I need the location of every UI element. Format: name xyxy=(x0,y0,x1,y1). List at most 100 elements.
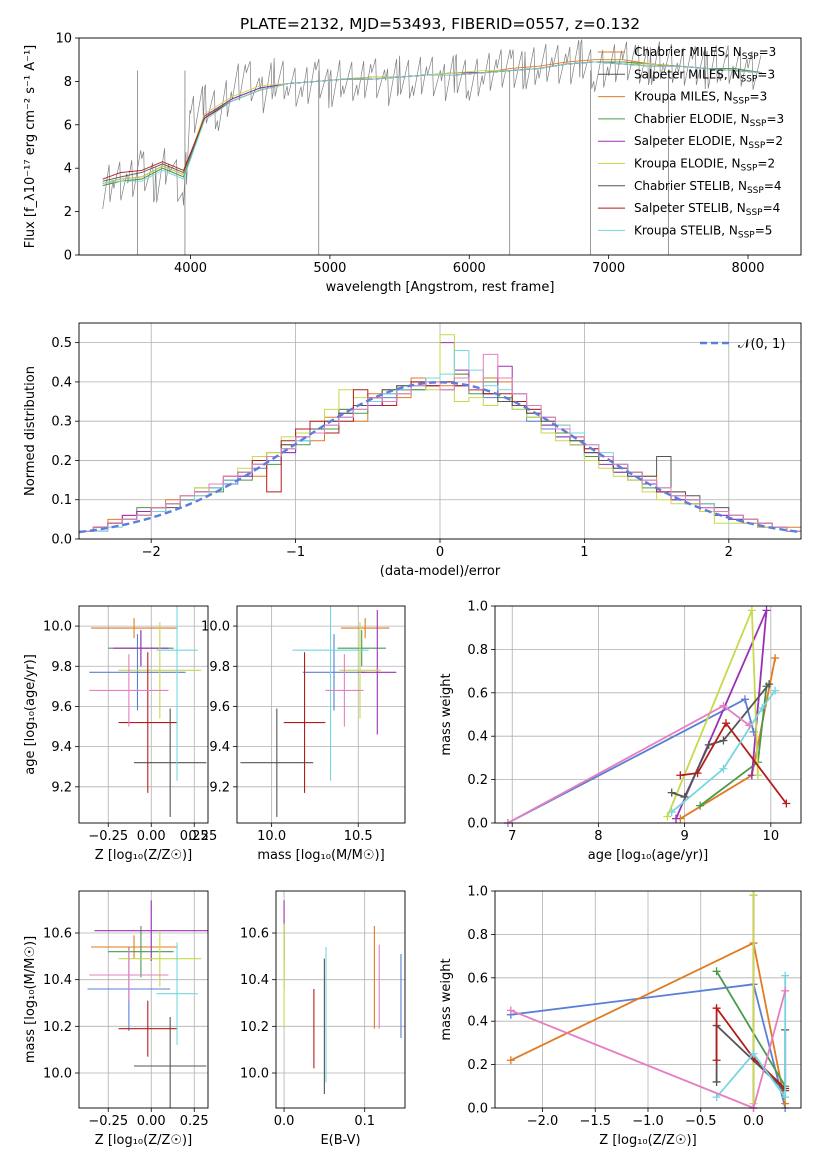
axes-frame xyxy=(78,890,209,1109)
legend-label-subscript: SSP xyxy=(741,74,758,84)
legend-label: Chabrier STELIB, NSSP=4 xyxy=(634,179,782,196)
axes-frame xyxy=(78,605,209,824)
y-axis-label: mass weight xyxy=(439,673,454,755)
x-tick-label: −2.0 xyxy=(527,1114,559,1129)
x-tick-label: −1.0 xyxy=(632,1114,664,1129)
mass-weight-marker xyxy=(781,971,790,980)
mass-weight-marker xyxy=(676,771,685,780)
x-tick-label: 0.0 xyxy=(743,1114,764,1129)
y-tick-label: 0.8 xyxy=(467,928,488,943)
y-tick-label: 1.0 xyxy=(467,885,488,900)
legend-label-subscript: SSP xyxy=(748,141,765,151)
y-tick-label: 10 xyxy=(55,32,72,47)
y-tick-label: 10.4 xyxy=(43,973,72,988)
mass-weight-vs-age-panel: 7 8 9 10 0.0 0.2 0.4 0.6 0.8 1.0 age [log₁₀(age/yr… xyxy=(439,600,802,863)
axes-frame xyxy=(275,890,406,1109)
legend-label-subscript: SSP xyxy=(738,230,755,240)
y-tick-label: 0.8 xyxy=(467,643,488,658)
axes-frame xyxy=(236,605,406,824)
y-tick-label: 0.0 xyxy=(467,1102,488,1117)
mass-weight-marker xyxy=(506,1006,515,1015)
normal-curve-line xyxy=(79,381,801,534)
legend-label: Chabrier MILES, NSSP=3 xyxy=(634,45,776,62)
legend-label: Salpeter ELODIE, NSSP=2 xyxy=(634,134,783,151)
y-tick-label: 10.0 xyxy=(43,620,72,635)
mass-weight-marker xyxy=(781,1093,790,1102)
mass-weight-marker xyxy=(782,799,791,808)
y-tick-label: 0.2 xyxy=(467,1058,488,1073)
legend-label-main: Kroupa MILES, N xyxy=(634,90,733,104)
x-axis-label: age [log₁₀(age/yr)] xyxy=(588,848,709,863)
x-tick-label: 1 xyxy=(580,545,588,560)
x-axis-label: mass [log₁₀(M/M☉)] xyxy=(257,848,384,863)
x-tick-label: 4000 xyxy=(174,261,207,276)
y-tick-label: 0.2 xyxy=(467,773,488,788)
mass-weight-marker xyxy=(745,721,754,730)
x-tick-label: 7000 xyxy=(592,261,625,276)
legend-label-value: =3 xyxy=(750,90,768,104)
mass-weight-marker xyxy=(693,769,702,778)
mass-weight-marker xyxy=(667,808,676,817)
mass-weight-marker xyxy=(753,771,762,780)
y-tick-label: 10.4 xyxy=(240,973,269,988)
mass-weight-line xyxy=(507,704,750,824)
mass-weight-marker xyxy=(740,695,749,704)
y-tick-label: 9.8 xyxy=(51,660,72,675)
observed-spectrum-line xyxy=(102,39,762,210)
legend-label: Kroupa STELIB, NSSP=5 xyxy=(634,223,772,240)
legend-label-subscript: SSP xyxy=(741,164,758,174)
x-tick-label: 0 xyxy=(436,545,444,560)
y-tick-label: 0.0 xyxy=(51,533,72,548)
legend-label-main: Salpeter MILES, N xyxy=(634,67,741,81)
x-tick-label: 0.00 xyxy=(137,1114,166,1129)
mass-weight-marker xyxy=(722,719,731,728)
legend-label-value: =3 xyxy=(759,45,777,59)
legend-label: 𝒩(0, 1) xyxy=(738,337,785,352)
axes-frame xyxy=(494,890,802,1109)
mass-weight-marker xyxy=(712,1004,721,1013)
x-tick-label: 2 xyxy=(725,545,733,560)
y-tick-label: 2 xyxy=(64,205,72,220)
mass-weight-marker xyxy=(719,736,728,745)
legend-label-subscript: SSP xyxy=(750,119,767,129)
y-tick-label: 10.2 xyxy=(43,1020,72,1035)
legend-label: Chabrier ELODIE, NSSP=3 xyxy=(634,112,784,129)
legend-label-value: =4 xyxy=(764,179,782,193)
mass-weight-marker xyxy=(749,1049,758,1058)
y-tick-label: 6 xyxy=(64,118,72,133)
x-tick-label: −0.25 xyxy=(88,829,128,844)
x-tick-label: 5000 xyxy=(313,261,346,276)
y-tick-label: 10.6 xyxy=(240,927,269,942)
legend-label-main: Chabrier MILES, N xyxy=(634,45,742,59)
y-tick-label: 0.4 xyxy=(467,730,488,745)
mass-weight-marker xyxy=(762,606,771,615)
mass-weight-marker xyxy=(680,792,689,801)
x-axis-label: Z [log₁₀(Z/Z☉)] xyxy=(95,1133,192,1148)
legend-label-main: Kroupa ELODIE, N xyxy=(634,157,741,171)
y-tick-label: 10.0 xyxy=(201,620,230,635)
x-tick-label: −1.5 xyxy=(579,1114,611,1129)
mass-weight-marker xyxy=(712,1093,721,1102)
y-tick-label: 10.0 xyxy=(43,1067,72,1082)
x-tick-label: −0.25 xyxy=(88,1114,128,1129)
y-tick-label: 8 xyxy=(64,75,72,90)
mass-weight-line xyxy=(671,690,776,813)
mass-vs-extinction-panel: 0.0 0.1 10.0 10.2 10.4 10.6 E(B-V) xyxy=(240,890,406,1148)
mass-weight-line xyxy=(715,1005,786,1090)
mass-weight-marker xyxy=(771,654,780,663)
y-axis-label: Flux [f_λ10⁻¹⁷ erg cm⁻² s⁻¹ A⁻¹] xyxy=(23,45,38,249)
x-axis-label: (data-model)/error xyxy=(380,564,501,579)
x-tick-label: −2 xyxy=(142,545,161,560)
x-tick-label: 0.1 xyxy=(354,1114,375,1129)
mass-weight-line xyxy=(507,697,755,824)
legend-label-subscript: SSP xyxy=(747,186,764,196)
y-tick-label: 0.5 xyxy=(51,336,72,351)
legend-label-main: Chabrier STELIB, N xyxy=(634,179,747,193)
x-tick-label: 8000 xyxy=(731,261,764,276)
legend-label: Salpeter STELIB, NSSP=4 xyxy=(634,201,780,218)
mass-weight-marker xyxy=(672,814,681,823)
y-tick-label: 9.2 xyxy=(209,780,230,795)
axes-frame xyxy=(78,37,802,256)
legend-label-main: Salpeter STELIB, N xyxy=(634,201,746,215)
y-tick-label: 10.2 xyxy=(240,1020,269,1035)
